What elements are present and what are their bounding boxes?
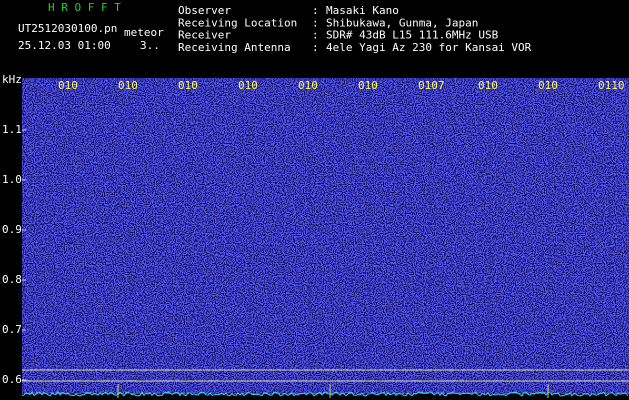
- info-separator: :: [312, 29, 319, 42]
- info-value: Masaki Kano: [326, 4, 399, 17]
- x-label: 010: [178, 79, 198, 92]
- x-label: 0110: [598, 79, 625, 92]
- info-separator: :: [312, 41, 319, 54]
- x-label: 010: [238, 79, 258, 92]
- info-label: Receiving Location: [178, 16, 297, 29]
- spectrogram-noise: [22, 78, 629, 394]
- info-value: Shibukawa, Gunma, Japan: [326, 16, 478, 29]
- x-label: 010: [118, 79, 138, 92]
- app-title: H R O F F T: [48, 1, 121, 14]
- y-label: 0.7: [2, 323, 22, 336]
- datetime: 25.12.03 01:00: [18, 39, 111, 52]
- info-label: Observer: [178, 4, 231, 17]
- info-value: 4ele Yagi Az 230 for Kansai VOR: [326, 41, 532, 54]
- y-label: 1.1: [2, 123, 22, 136]
- info-separator: :: [312, 4, 319, 17]
- y-label: 0.9: [2, 223, 22, 236]
- info-label: Receiver: [178, 29, 231, 42]
- x-label: 010: [538, 79, 558, 92]
- file-name: UT2512030100.pn: [18, 22, 117, 35]
- y-unit: kHz: [2, 73, 22, 86]
- info-separator: :: [312, 16, 319, 29]
- x-label: 010: [358, 79, 378, 92]
- x-label: 010: [58, 79, 78, 92]
- mode: meteor: [124, 26, 164, 39]
- x-label: 0107: [418, 79, 445, 92]
- y-label: 1.0: [2, 173, 22, 186]
- y-label: 0.6: [2, 373, 22, 386]
- counter: 3..: [140, 39, 160, 52]
- y-label: 0.8: [2, 273, 22, 286]
- info-label: Receiving Antenna: [178, 41, 291, 54]
- info-value: SDR# 43dB L15 111.6MHz USB: [326, 29, 499, 42]
- x-label: 010: [298, 79, 318, 92]
- x-label: 010: [478, 79, 498, 92]
